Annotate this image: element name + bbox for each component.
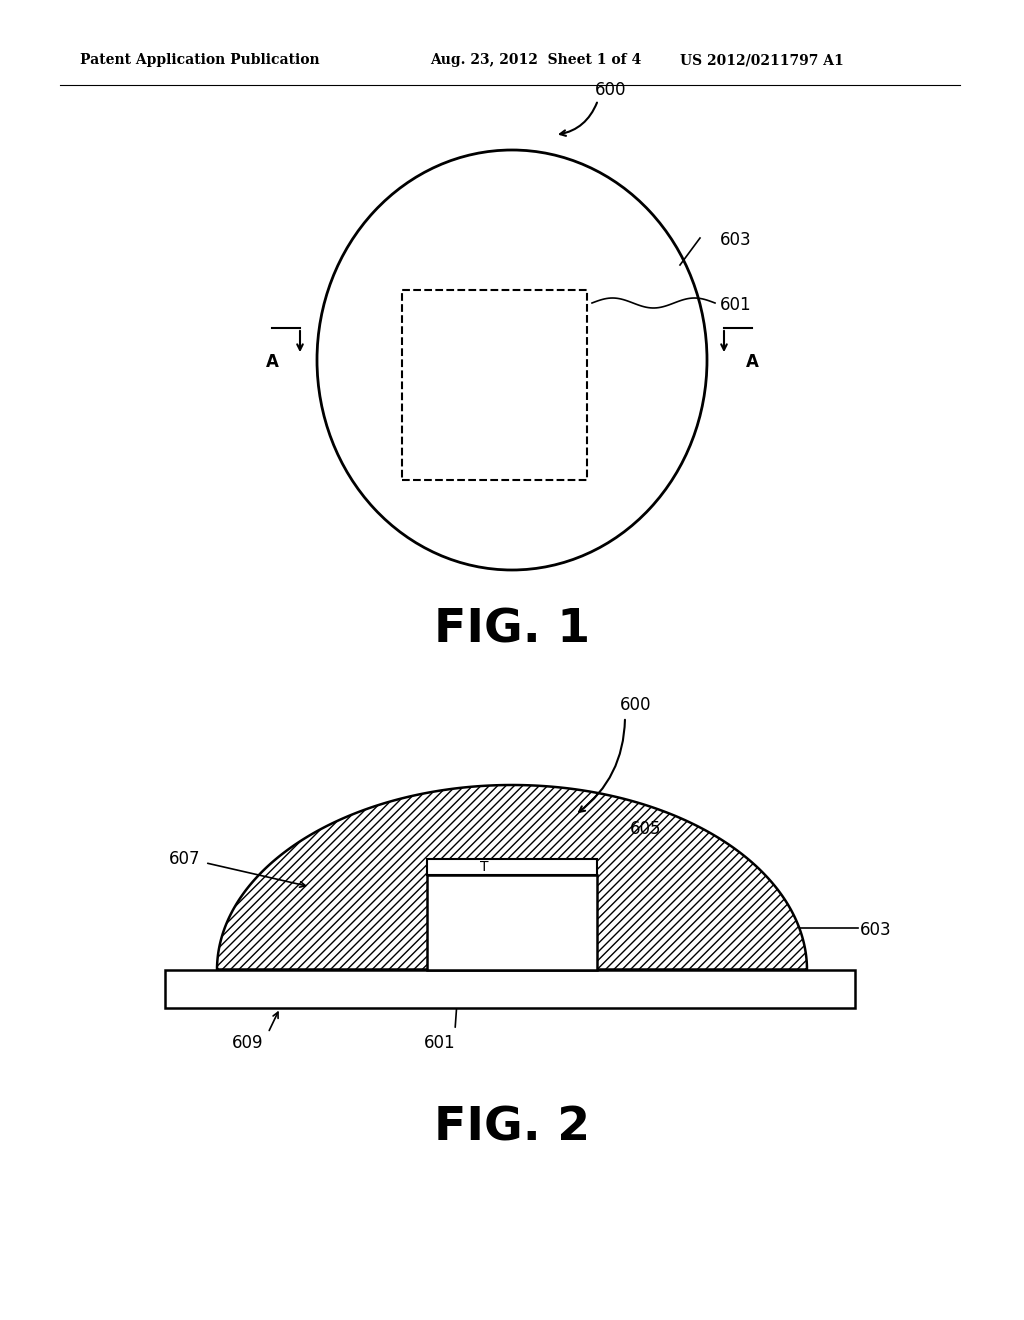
Text: T: T — [480, 861, 488, 874]
Bar — [427, 875, 597, 970]
Ellipse shape — [317, 150, 707, 570]
Text: Aug. 23, 2012  Sheet 1 of 4: Aug. 23, 2012 Sheet 1 of 4 — [430, 53, 641, 67]
Text: 600: 600 — [620, 696, 651, 714]
Text: A: A — [265, 352, 279, 371]
Text: 607: 607 — [169, 850, 200, 869]
Text: 601: 601 — [720, 296, 752, 314]
Text: A: A — [745, 352, 759, 371]
Bar — [427, 859, 597, 875]
Text: 603: 603 — [720, 231, 752, 249]
Bar — [427, 875, 597, 970]
Bar — [427, 859, 597, 875]
Text: 609: 609 — [232, 1034, 264, 1052]
Text: Patent Application Publication: Patent Application Publication — [80, 53, 319, 67]
Text: FIG. 1: FIG. 1 — [434, 607, 590, 652]
Text: 600: 600 — [595, 81, 627, 99]
Text: US 2012/0211797 A1: US 2012/0211797 A1 — [680, 53, 844, 67]
Text: 603: 603 — [860, 921, 892, 939]
Text: 601: 601 — [424, 1034, 456, 1052]
Text: 605: 605 — [630, 820, 662, 838]
Bar — [165, 970, 855, 1008]
Bar — [402, 290, 587, 480]
Polygon shape — [217, 785, 807, 970]
Text: FIG. 2: FIG. 2 — [434, 1106, 590, 1151]
